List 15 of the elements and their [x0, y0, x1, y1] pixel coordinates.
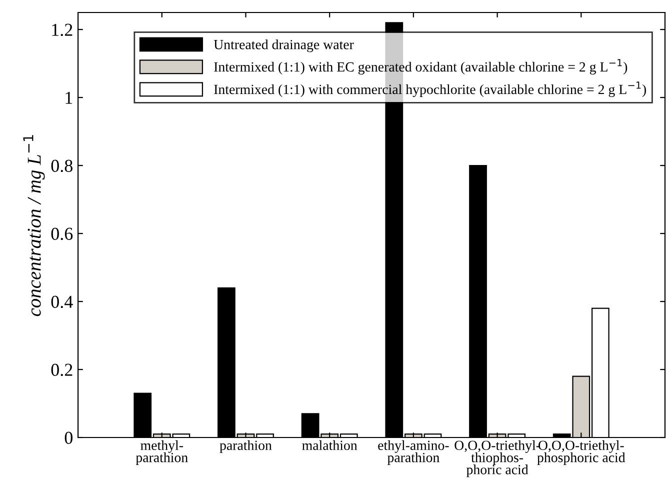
legend-label: Intermixed (1:1) with EC generated oxidant (available chlorine = 2 g L$^{−1}$) — [214, 59, 628, 74]
y-tick-label: 1 — [66, 92, 72, 104]
x-tick-label: malathion — [302, 440, 358, 450]
legend-label: Untreated drainage water — [214, 40, 354, 52]
y-tick-label: 0.4 — [51, 296, 73, 308]
y-tick-label: 1.2 — [52, 24, 72, 36]
x-tick-label: parathion — [220, 440, 272, 453]
y-tick-label: 0.2 — [51, 364, 72, 376]
y-tick-label: 0.6 — [51, 228, 73, 240]
y-tick-label: 0.8 — [51, 160, 72, 172]
y-axis-title: concentration / mg L$^{−1}$ — [23, 135, 45, 316]
legend-label: Intermixed (1:1) with commercial hypochlorite (available chlorine = 2 g L$^{−1}$) — [214, 82, 646, 97]
x-tick-label: ethyl-amino- parathion — [378, 440, 449, 466]
x-tick-label: methyl- parathion — [136, 440, 188, 466]
y-tick-label: 0 — [64, 432, 72, 444]
